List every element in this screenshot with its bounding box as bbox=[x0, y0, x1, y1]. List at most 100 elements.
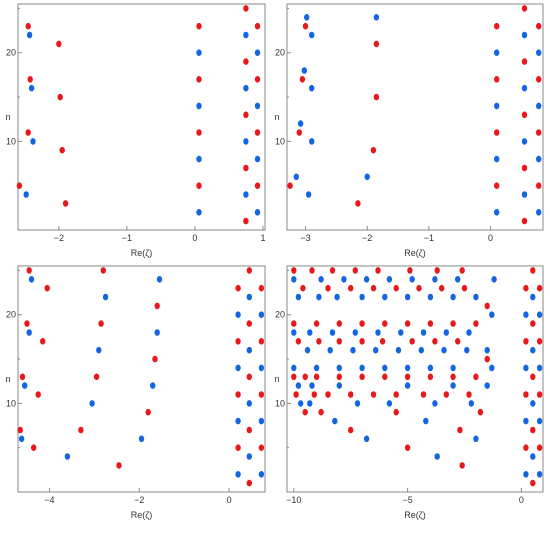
data-point-red bbox=[100, 267, 107, 274]
data-point-blue bbox=[536, 155, 542, 163]
data-point-blue bbox=[334, 293, 340, 301]
data-point-blue bbox=[491, 276, 497, 283]
data-point-red bbox=[404, 373, 411, 381]
data-point-blue bbox=[246, 400, 252, 407]
data-point-blue bbox=[22, 382, 28, 389]
data-point-blue bbox=[235, 364, 241, 372]
data-point-red bbox=[59, 146, 65, 154]
data-point-blue bbox=[246, 453, 252, 460]
data-point-red bbox=[40, 338, 46, 345]
x-tick-label: −2 bbox=[54, 233, 64, 243]
data-point-blue bbox=[450, 382, 456, 389]
data-point-red bbox=[196, 22, 202, 30]
data-point-blue bbox=[258, 417, 265, 425]
data-point-red bbox=[19, 373, 26, 381]
x-tick-label: −4 bbox=[44, 495, 54, 505]
data-point-blue bbox=[450, 364, 456, 372]
data-point-red bbox=[427, 373, 434, 381]
x-tick-label: −1 bbox=[424, 233, 434, 243]
data-point-blue bbox=[246, 346, 252, 354]
data-point-blue bbox=[364, 173, 370, 181]
data-point-blue bbox=[530, 400, 536, 407]
data-point-blue bbox=[89, 400, 95, 407]
data-point-red bbox=[243, 111, 249, 119]
data-point-red bbox=[370, 284, 377, 292]
data-point-red bbox=[355, 200, 361, 207]
data-point-red bbox=[302, 22, 309, 30]
data-point-blue bbox=[375, 329, 381, 336]
data-point-blue bbox=[423, 417, 429, 425]
data-point-red bbox=[477, 408, 484, 416]
data-point-blue bbox=[373, 346, 379, 354]
data-point-red bbox=[57, 93, 63, 101]
data-point-blue bbox=[258, 471, 265, 478]
data-point-red bbox=[291, 373, 297, 381]
x-tick-label: −5 bbox=[402, 495, 412, 505]
data-point-red bbox=[152, 355, 158, 363]
data-point-red bbox=[254, 182, 261, 189]
data-point-red bbox=[536, 391, 543, 398]
data-point-blue bbox=[386, 276, 393, 283]
y-tick-label: 10 bbox=[275, 136, 285, 146]
x-tick-label: −1 bbox=[122, 233, 132, 243]
data-point-blue bbox=[243, 191, 249, 198]
data-point-blue bbox=[427, 293, 434, 301]
data-point-blue bbox=[309, 382, 315, 389]
data-point-blue bbox=[409, 276, 415, 283]
data-point-blue bbox=[138, 435, 145, 443]
data-point-red bbox=[348, 284, 354, 292]
data-point-blue bbox=[291, 364, 297, 372]
data-point-red bbox=[93, 373, 100, 381]
data-point-blue bbox=[398, 329, 404, 336]
data-point-red bbox=[196, 182, 202, 189]
data-point-blue bbox=[373, 13, 380, 21]
data-point-blue bbox=[536, 209, 542, 216]
data-point-red bbox=[24, 320, 30, 327]
data-point-red bbox=[348, 391, 354, 398]
data-point-red bbox=[523, 338, 529, 345]
data-point-red bbox=[521, 217, 528, 225]
data-point-red bbox=[325, 391, 331, 398]
chart-panel-2: −3 −2 −1 0 10 20 Re(ζ) n bbox=[274, 3, 544, 258]
data-point-blue bbox=[305, 191, 312, 198]
data-point-red bbox=[26, 267, 32, 274]
data-point-red bbox=[382, 320, 388, 327]
data-point-red bbox=[27, 76, 33, 83]
data-point-red bbox=[536, 22, 542, 30]
data-point-red bbox=[521, 58, 528, 65]
data-point-blue bbox=[523, 417, 529, 425]
data-point-blue bbox=[523, 471, 529, 478]
data-point-red bbox=[466, 391, 472, 398]
data-point-red bbox=[293, 391, 299, 398]
data-point-blue bbox=[254, 102, 261, 110]
data-point-blue bbox=[291, 329, 297, 336]
data-point-blue bbox=[350, 346, 356, 354]
data-point-red bbox=[373, 93, 380, 101]
data-point-blue bbox=[295, 382, 302, 389]
data-point-blue bbox=[254, 209, 261, 216]
data-point-blue bbox=[246, 293, 252, 301]
data-point-red bbox=[16, 182, 23, 189]
data-point-red bbox=[25, 22, 31, 30]
data-point-red bbox=[258, 391, 265, 398]
data-point-red bbox=[427, 320, 434, 327]
data-point-red bbox=[521, 111, 528, 119]
data-point-red bbox=[370, 391, 377, 398]
x-tick-label: −10 bbox=[286, 495, 301, 505]
data-point-red bbox=[359, 373, 365, 381]
y-axis-label: n bbox=[274, 374, 279, 384]
data-point-blue bbox=[336, 364, 342, 372]
data-point-blue bbox=[382, 293, 388, 301]
data-point-blue bbox=[484, 382, 490, 389]
data-point-blue bbox=[254, 155, 261, 163]
data-point-blue bbox=[494, 49, 500, 56]
data-point-red bbox=[254, 22, 261, 30]
data-point-red bbox=[439, 284, 445, 292]
data-point-blue bbox=[309, 138, 315, 145]
data-point-blue bbox=[304, 13, 310, 21]
data-point-red bbox=[296, 129, 302, 136]
data-point-blue bbox=[418, 346, 424, 354]
data-point-red bbox=[432, 338, 438, 345]
x-axis-label: Re(ζ) bbox=[131, 248, 152, 258]
data-point-blue bbox=[196, 209, 202, 216]
